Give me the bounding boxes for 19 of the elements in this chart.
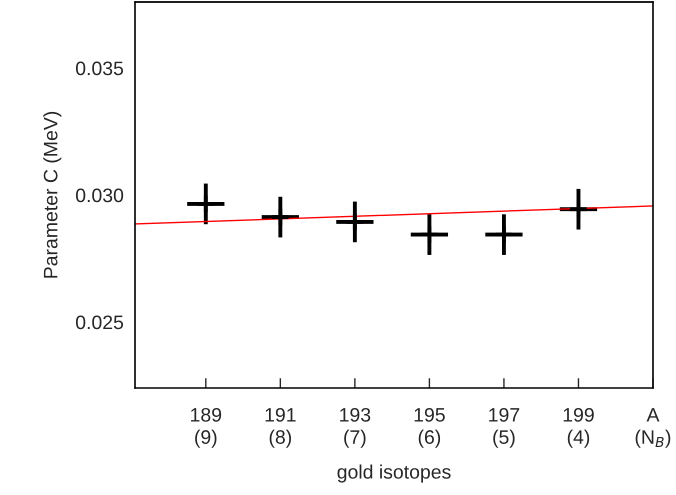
x-tick-label: A (646, 408, 660, 422)
x2-tick-label: (5) (493, 430, 515, 448)
y-tick-label: 0.025 (76, 315, 124, 330)
x2-tick-label: (7) (344, 430, 366, 448)
y-tick-label: 0.035 (76, 61, 124, 76)
x-tick-label: 191 (266, 408, 296, 422)
y-axis-title: Parameter C (MeV) (43, 112, 62, 278)
y-tick-label: 0.030 (76, 188, 124, 202)
x-tick-label: 193 (340, 408, 370, 422)
x2-tick-label: (6) (418, 430, 440, 448)
x-tick-label: 195 (414, 408, 445, 422)
x2-tick-label: (9) (195, 430, 216, 448)
x-tick-label: 197 (489, 408, 520, 422)
x2-tick-label: (8) (270, 430, 292, 448)
x2-tick-label: (N$_{B}$) (636, 430, 670, 448)
x-axis-title: gold isotopes (338, 464, 451, 483)
x-tick-label: 189 (191, 408, 222, 422)
x-tick-label: 199 (564, 408, 594, 422)
x2-tick-label: (4) (568, 430, 590, 448)
